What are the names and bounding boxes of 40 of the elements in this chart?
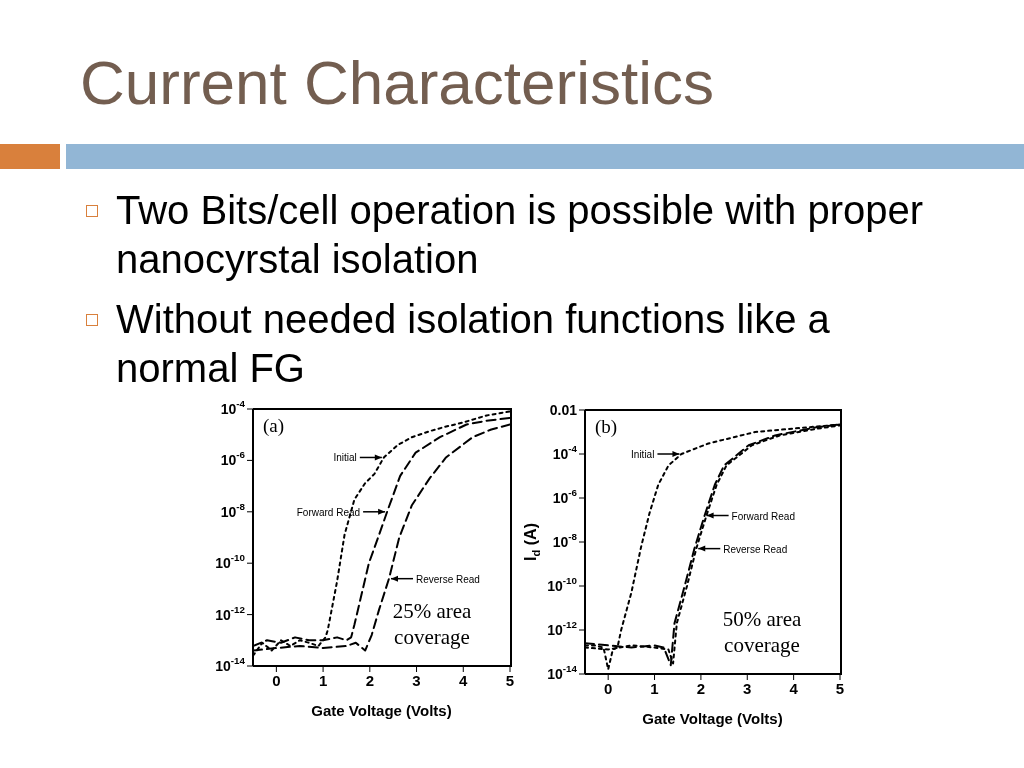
- y-tick-label: 10$^{-12}$: [215, 603, 246, 623]
- y-tick-label: 0.01: [549, 402, 578, 418]
- annotation: Initial: [631, 448, 655, 460]
- x-axis-title: Gate Voltage (Volts): [642, 710, 783, 727]
- x-tick-label: 5: [835, 680, 845, 697]
- x-tick-label: 2: [696, 680, 706, 697]
- x-tick-label: 0: [272, 672, 281, 689]
- y-tick-label: 10$^{-14}$: [547, 663, 578, 682]
- x-tick-label: 2: [365, 672, 374, 689]
- y-tick-label: 10$^{-8}$: [552, 531, 578, 550]
- y-tick-label: 10$^{-10}$: [215, 552, 246, 572]
- y-tick-label: 10$^{-10}$: [547, 575, 578, 594]
- x-tick-label: 3: [412, 672, 421, 689]
- annotation: Initial: [333, 451, 357, 463]
- x-tick-label: 4: [459, 672, 469, 689]
- y-tick-label: 10$^{-4}$: [552, 443, 578, 462]
- x-tick-label: 5: [505, 672, 515, 689]
- y-tick-label: 10$^{-6}$: [552, 487, 578, 506]
- annotation: (b): [595, 416, 618, 438]
- chart-title: Current Characteristics: [80, 48, 714, 117]
- x-tick-label: 4: [789, 680, 799, 697]
- annotation: (a): [263, 415, 285, 437]
- x-axis-title: Gate Voltage (Volts): [311, 702, 452, 719]
- annotation: Forward Read: [296, 506, 361, 518]
- x-tick-label: 3: [743, 680, 752, 697]
- x-tick-label: 1: [650, 680, 659, 697]
- annotation: Reverse Read: [723, 543, 788, 555]
- annotation: Reverse Read: [415, 573, 480, 585]
- y-tick-label: 10$^{-8}$: [220, 500, 246, 520]
- annotation: Forward Read: [731, 510, 795, 522]
- y-tick-label: 10$^{-14}$: [215, 655, 246, 674]
- x-tick-label: 1: [318, 672, 328, 689]
- text: Without needed isolation functions like a normal FG: [116, 296, 831, 392]
- x-tick-label: 0: [604, 680, 613, 697]
- annotation: 25% area coverage: [391, 598, 473, 650]
- annotation: 50% area coverage: [721, 606, 803, 658]
- y-tick-label: 10$^{-12}$: [547, 619, 578, 638]
- text: Two Bits/cell operation is possible with proper nanocyrstal isolation: [116, 187, 925, 283]
- y-tick-label: 10$^{-4}$: [220, 398, 246, 417]
- y-tick-label: 10$^{-6}$: [220, 449, 246, 469]
